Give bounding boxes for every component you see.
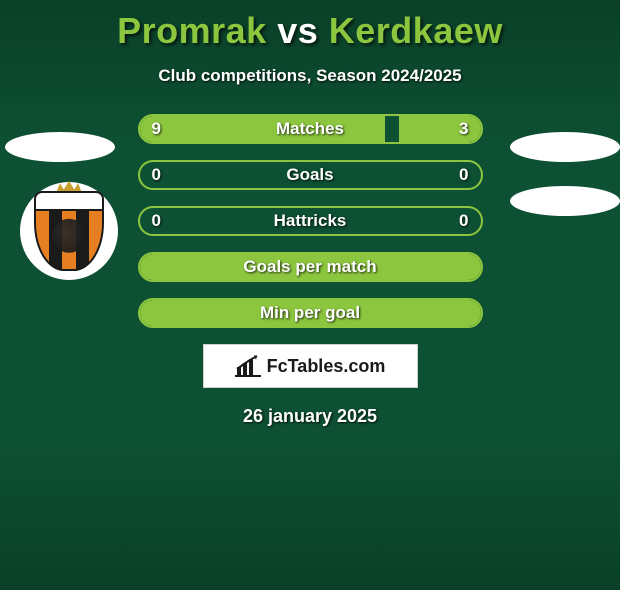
avatar-placeholder-right-2	[510, 186, 620, 216]
bar-chart-icon	[235, 355, 261, 377]
bar-fill-left	[140, 116, 386, 142]
stat-bar: Hattricks0 0	[138, 206, 483, 236]
logo-text: FcTables.com	[267, 356, 386, 377]
player2-name: Kerdkaew	[329, 10, 503, 51]
bar-fill	[140, 254, 481, 280]
avatar-placeholder-left	[5, 132, 115, 162]
subtitle: Club competitions, Season 2024/2025	[0, 66, 620, 86]
stats-bars: Matches93Goals00Hattricks00Goals per mat…	[138, 114, 483, 328]
stat-label: Goals	[140, 165, 481, 185]
stat-bar: Goals per match	[138, 252, 483, 282]
bar-fill-right	[399, 116, 481, 142]
stat-left-value: 0	[152, 165, 161, 185]
stat-bar: Matches93	[138, 114, 483, 144]
vs-text: vs	[277, 10, 318, 51]
stat-bar: Min per goal	[138, 298, 483, 328]
stat-bar: Goals0 0	[138, 160, 483, 190]
stat-left-value: 0	[152, 211, 161, 231]
player1-name: Promrak	[117, 10, 267, 51]
stat-label: Hattricks	[140, 211, 481, 231]
date-text: 26 january 2025	[0, 406, 620, 427]
fctables-logo[interactable]: FcTables.com	[203, 344, 418, 388]
stat-right-value: 0	[459, 211, 468, 231]
page-title: Promrak vs Kerdkaew	[0, 10, 620, 52]
stat-right-value: 0	[459, 165, 468, 185]
club-badge	[20, 182, 118, 280]
avatar-placeholder-right-1	[510, 132, 620, 162]
bar-fill	[140, 300, 481, 326]
shield-icon	[34, 191, 104, 271]
